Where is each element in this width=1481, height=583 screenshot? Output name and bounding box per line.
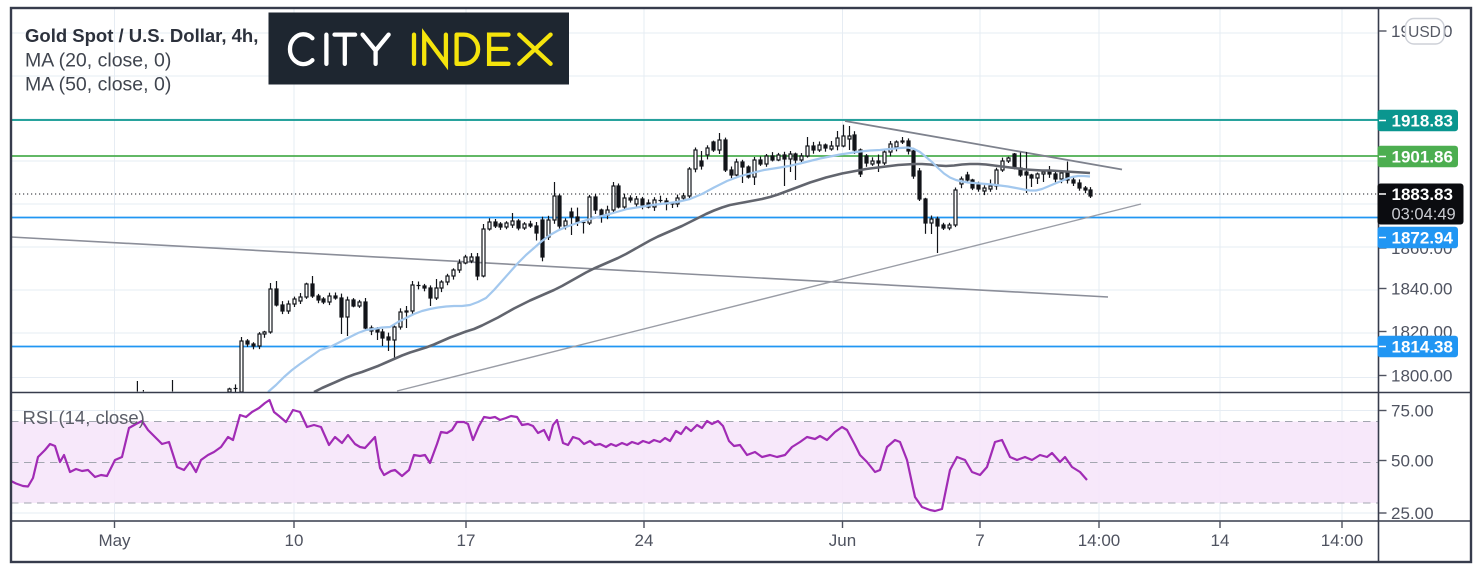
svg-text:1840.00: 1840.00 <box>1391 280 1452 299</box>
svg-text:14: 14 <box>1211 531 1230 550</box>
svg-text:14:00: 14:00 <box>1321 531 1364 550</box>
svg-text:24: 24 <box>635 531 654 550</box>
svg-text:1872.94: 1872.94 <box>1392 229 1454 248</box>
svg-text:1814.38: 1814.38 <box>1392 338 1453 357</box>
svg-text:USD: USD <box>1408 24 1441 41</box>
svg-text:14:00: 14:00 <box>1078 531 1121 550</box>
svg-text:1883.83: 1883.83 <box>1392 185 1453 204</box>
svg-text:1901.86: 1901.86 <box>1392 148 1453 167</box>
svg-text:50.00: 50.00 <box>1391 452 1434 471</box>
svg-text:25.00: 25.00 <box>1391 504 1434 523</box>
svg-text:MA (50, close, 0): MA (50, close, 0) <box>25 74 171 96</box>
svg-text:Jun: Jun <box>829 531 856 550</box>
svg-text:May: May <box>98 531 131 550</box>
svg-text:1918.83: 1918.83 <box>1392 112 1453 131</box>
svg-text:Gold Spot / U.S. Dollar, 4h,: Gold Spot / U.S. Dollar, 4h, <box>25 25 258 46</box>
svg-text:03:04:49: 03:04:49 <box>1392 206 1456 224</box>
svg-text:10: 10 <box>285 531 304 550</box>
svg-text:75.00: 75.00 <box>1391 402 1434 421</box>
svg-text:17: 17 <box>457 531 476 550</box>
svg-text:7: 7 <box>975 531 984 550</box>
svg-text:1800.00: 1800.00 <box>1391 367 1452 386</box>
svg-text:RSI (14, close): RSI (14, close) <box>23 407 145 428</box>
svg-text:MA (20, close, 0): MA (20, close, 0) <box>25 50 171 72</box>
